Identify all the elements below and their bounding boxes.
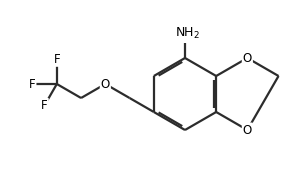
Text: F: F [29,78,36,90]
Text: F: F [53,53,60,66]
Text: O: O [243,51,252,65]
Text: O: O [243,123,252,137]
Text: F: F [41,99,48,112]
Text: NH$_2$: NH$_2$ [175,26,199,41]
Text: O: O [101,78,110,90]
